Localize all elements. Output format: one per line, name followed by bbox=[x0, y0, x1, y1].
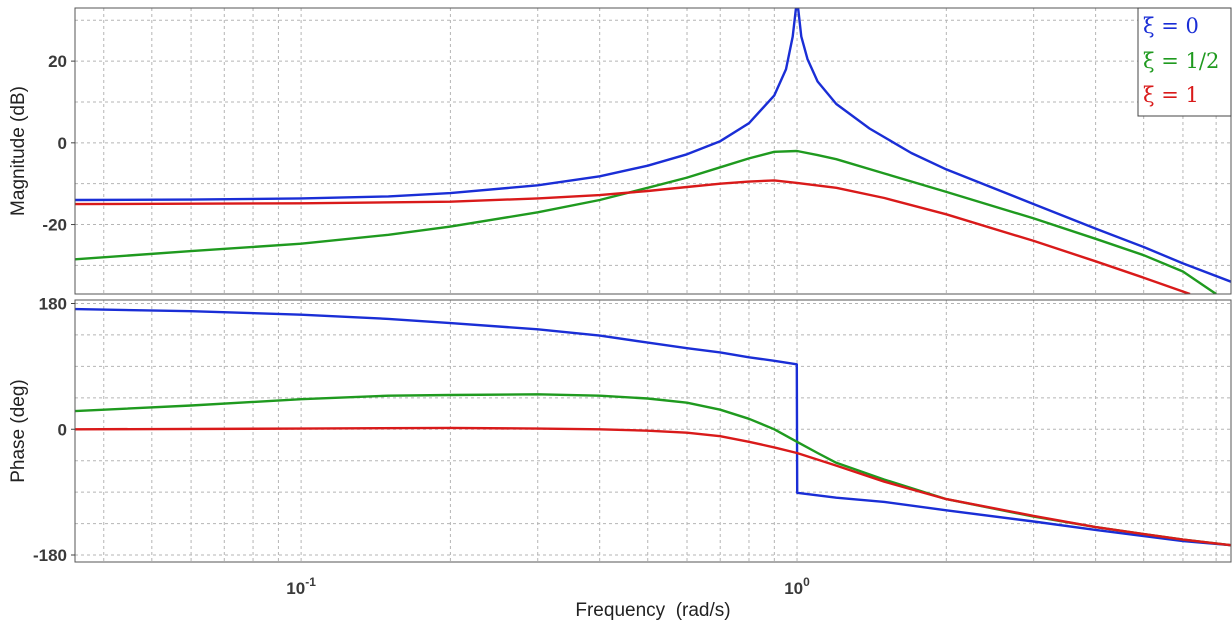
legend: ξ = 0 ξ = 1/2 ξ = 1 bbox=[1137, 7, 1232, 117]
magnitude-y-axis-label: Magnitude (dB) bbox=[8, 86, 29, 216]
magnitude-plot-background bbox=[75, 8, 1231, 294]
magnitude-grid bbox=[75, 8, 1231, 294]
legend-entry-xi-half: ξ = 1/2 bbox=[1143, 49, 1219, 73]
phase-y-ticks: 180 0 -180 bbox=[33, 294, 75, 565]
x-tick-label: 100 bbox=[784, 575, 810, 598]
phase-y-tick-label: 180 bbox=[39, 294, 67, 313]
phase-frame bbox=[74, 299, 1232, 563]
phase-series-0-line bbox=[75, 307, 1231, 547]
legend-entry-xi-0: ξ = 0 bbox=[1143, 14, 1199, 38]
x-tick-label: 10-1 bbox=[286, 575, 316, 598]
legend-entry-xi-1: ξ = 1 bbox=[1143, 83, 1199, 107]
magnitude-y-tick-label: 0 bbox=[58, 134, 67, 153]
phase-y-tick-label: 0 bbox=[58, 420, 67, 439]
phase-series-2-line bbox=[75, 426, 1231, 547]
magnitude-y-tick-label: -20 bbox=[42, 216, 67, 235]
magnitude-series-0-line bbox=[75, 8, 1231, 283]
phase-panel: 180 0 -180 Phase (deg) bbox=[8, 294, 1232, 565]
magnitude-series-2-line bbox=[75, 179, 1191, 294]
magnitude-curves bbox=[75, 8, 1231, 294]
magnitude-y-tick-label: 20 bbox=[48, 52, 67, 71]
phase-curves bbox=[75, 307, 1231, 547]
magnitude-frame bbox=[74, 7, 1232, 295]
phase-y-axis-label: Phase (deg) bbox=[8, 379, 29, 483]
legend-box bbox=[1137, 7, 1232, 117]
magnitude-panel: 20 0 -20 Magnitude (dB) bbox=[8, 7, 1232, 295]
phase-y-tick-label: -180 bbox=[33, 546, 67, 565]
magnitude-y-ticks: 20 0 -20 bbox=[42, 52, 75, 235]
x-axis-label: Frequency (rad/s) bbox=[575, 600, 730, 621]
magnitude-series-1-line bbox=[75, 149, 1217, 294]
x-ticks: 10-1 100 bbox=[286, 575, 810, 598]
